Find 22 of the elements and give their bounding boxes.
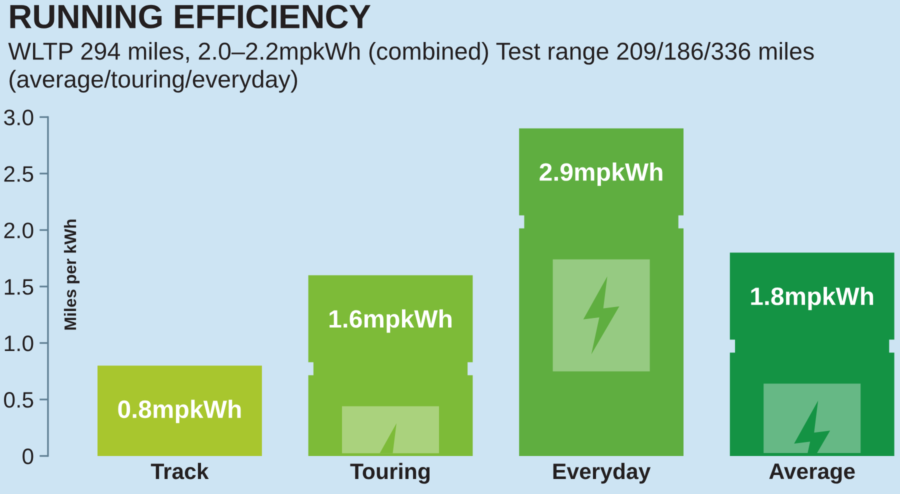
bar	[98, 366, 262, 456]
x-tick-label: Average	[769, 464, 855, 484]
y-tick-label: 0	[22, 448, 34, 464]
bar	[730, 252, 894, 456]
chart-title: RUNNING EFFICIENCY	[10, 4, 371, 28]
y-tick-label: 3.0	[4, 110, 34, 126]
x-tick-label: Touring	[350, 462, 430, 484]
bar	[308, 275, 473, 456]
data-label: 2.9mpkWh	[540, 162, 662, 186]
data-label: 1.8mpkWh	[751, 286, 874, 310]
y-tick-label: 1.5	[4, 279, 34, 295]
chart-subtitle: WLTP 294 miles, 2.0–2.2mpkWh (combined) Test range 209/186/336 miles (average/touring/everyday)	[8, 42, 814, 93]
data-label: 0.8mpkWh	[118, 400, 241, 424]
x-tick-label: Everyday	[553, 462, 651, 484]
y-tick-label: 2.0	[4, 222, 34, 238]
bar	[519, 128, 684, 456]
y-axis-title: Miles per kWh	[64, 220, 80, 330]
data-label: 1.6mpkWh	[330, 309, 452, 333]
y-tick-label: 2.5	[4, 166, 34, 182]
y-tick-label: 1.0	[4, 336, 34, 352]
y-tick-label: 0.5	[4, 392, 34, 408]
x-tick-label: Track	[150, 462, 209, 480]
